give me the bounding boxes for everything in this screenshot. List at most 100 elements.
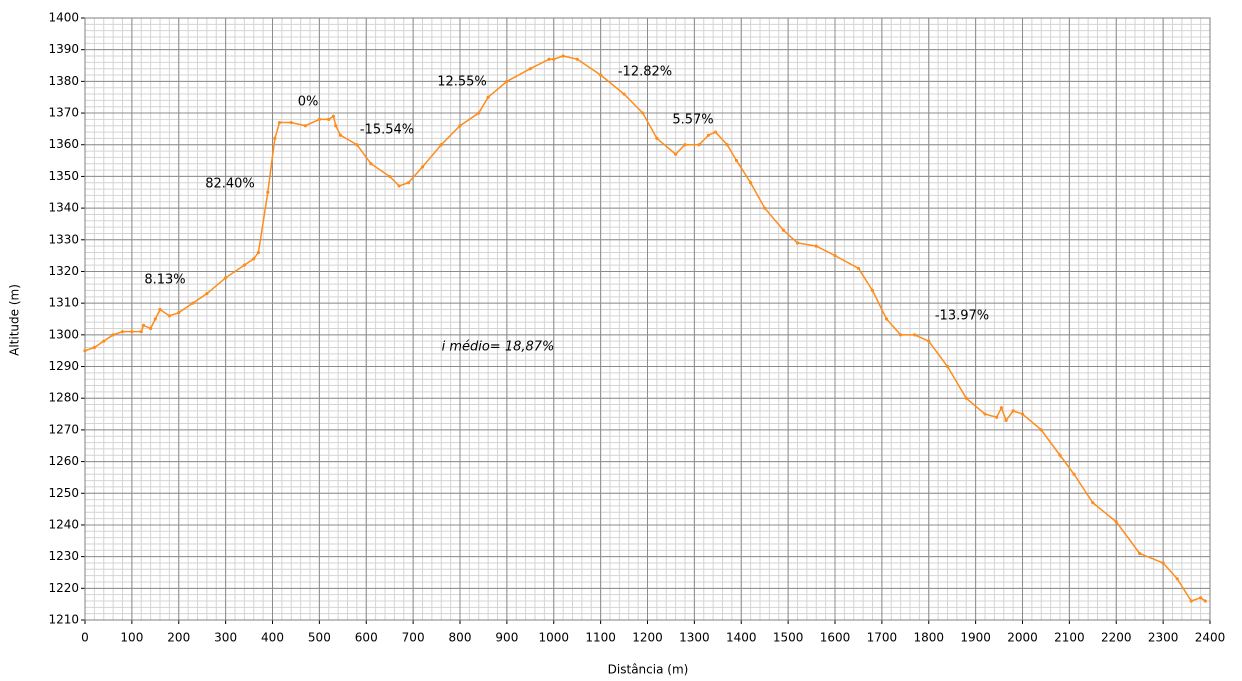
point [224,276,228,280]
point [1058,453,1062,457]
point [153,317,157,321]
point [899,333,903,337]
x-tick-label: 2000 [1007,631,1038,645]
point [561,54,565,58]
point [833,254,837,258]
point [120,330,125,334]
x-tick-label: 1100 [585,631,616,645]
point [317,117,321,121]
x-tick-label: 0 [81,631,89,645]
point [273,136,277,140]
x-tick-label: 400 [261,631,284,645]
y-tick-label: 1380 [48,74,79,88]
x-tick-label: 1400 [726,631,757,645]
y-tick-label: 1370 [48,106,79,120]
point [266,190,270,194]
point [303,124,307,128]
x-tick-label: 1000 [538,631,569,645]
point [683,143,687,147]
point [338,133,343,137]
x-tick-label: 1200 [632,631,663,645]
point [1189,599,1193,603]
y-tick-label: 1360 [48,137,79,151]
y-tick-label: 1300 [48,327,79,341]
x-tick-label: 2100 [1054,631,1085,645]
point [1072,472,1076,476]
y-tick-label: 1350 [48,169,79,183]
point [547,57,551,61]
point [575,57,579,61]
annotation: i médio= 18,87% [442,340,555,355]
y-tick-label: 1250 [48,486,79,500]
y-axis-label: Altitude (m) [8,284,22,356]
point [641,111,645,115]
y-tick-label: 1240 [48,517,79,531]
x-tick-label: 2400 [1195,631,1226,645]
x-tick-label: 1600 [820,631,851,645]
annotation: 12.55% [437,75,487,90]
y-tick-label: 1260 [48,454,79,468]
annotation: 0% [298,95,319,110]
x-tick-label: 500 [308,631,331,645]
point [1138,551,1142,556]
point [252,257,256,261]
point [388,174,392,179]
x-tick-label: 2300 [1148,631,1179,645]
annotation: 82.40% [205,177,255,192]
point [477,111,481,115]
point [92,345,96,350]
x-axis-label: Distância (m) [608,663,689,677]
point [420,165,425,169]
plot-frame [84,17,1211,621]
point [697,143,701,147]
point [406,181,411,185]
point [242,263,246,267]
x-tick-label: 1800 [913,631,944,645]
y-tick-label: 1400 [48,11,79,25]
point [749,181,753,185]
x-tick-label: 2200 [1101,631,1132,645]
y-tick-label: 1310 [48,296,79,310]
point [1039,428,1043,432]
y-tick-label: 1330 [48,232,79,246]
x-tick-label: 1900 [960,631,991,645]
point [725,143,729,147]
point [191,301,195,305]
point [102,339,106,343]
point [355,143,359,147]
point [289,120,293,125]
point [141,323,146,327]
point [1114,520,1118,524]
point [999,406,1004,410]
point [870,288,875,293]
point [334,124,338,128]
y-tick-label: 1270 [48,422,79,436]
point [763,206,767,210]
point [706,133,711,137]
x-tick-label: 1500 [773,631,804,645]
x-tick-label: 900 [495,631,518,645]
point [995,415,999,419]
point [599,73,603,77]
point [505,79,509,83]
point [331,114,336,118]
point [256,250,261,255]
point [397,184,401,188]
point [327,117,331,121]
point [486,95,490,99]
x-tick-label: 700 [402,631,425,645]
x-tick-label: 100 [120,631,143,645]
annotation: -15.54% [360,123,414,138]
y-tick-label: 1340 [48,201,79,215]
y-tick-label: 1280 [48,391,79,405]
point [139,330,143,334]
annotation: -13.97% [935,309,989,324]
point [655,136,659,140]
point [884,317,889,321]
point [149,326,153,331]
x-tick-label: 1300 [679,631,710,645]
point [458,124,462,128]
point [528,67,532,71]
point [369,162,373,166]
